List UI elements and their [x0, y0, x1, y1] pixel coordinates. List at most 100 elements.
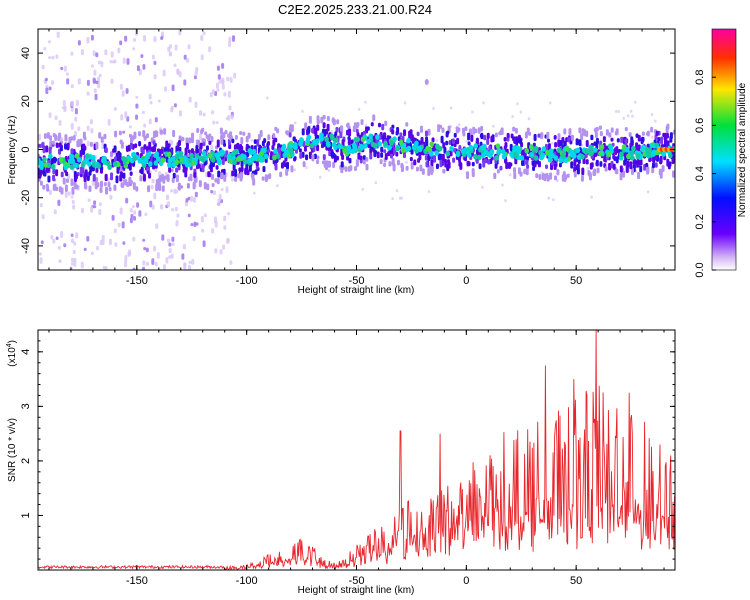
spectrogram-band-point	[663, 132, 667, 141]
spectrogram-scatter-point	[216, 65, 220, 71]
spectrogram-scatter-point	[171, 84, 175, 92]
spectrogram-scatter-point	[87, 198, 91, 202]
spectrogram-ridge-point	[592, 147, 598, 153]
spectrogram-band-point	[563, 128, 567, 135]
spectrogram-band-point	[208, 133, 212, 138]
spectrogram-band-point	[554, 175, 558, 181]
spectrogram-band-point	[410, 134, 414, 141]
spectrogram-band-point	[223, 174, 227, 182]
spectrogram-band-point	[247, 132, 251, 139]
spectrogram-scatter-point	[128, 125, 132, 129]
spectrogram-band-point	[425, 161, 429, 168]
spectrogram-band-point	[89, 141, 93, 147]
spectrogram-scatter-point	[54, 115, 58, 121]
spectrogram-ridge-point	[468, 144, 474, 151]
spectrogram-band-point	[79, 138, 83, 145]
spectrogram-ridge-point	[312, 139, 317, 145]
figure-title: C2E2.2025.233.21.00.R24	[278, 2, 432, 17]
spectrogram-band-point	[82, 148, 86, 156]
spectrogram-band-point	[499, 165, 503, 171]
spectrogram-scatter-point	[151, 178, 155, 184]
spectrogram-band-point	[630, 136, 634, 144]
spectrogram-band-point	[210, 135, 214, 143]
spectrogram-ridge-point	[631, 145, 636, 152]
spectrogram-band-point	[117, 150, 121, 155]
spectrogram-band-point	[58, 186, 62, 193]
spectrogram-scatter-point	[508, 173, 512, 177]
spectrogram-scatter-point	[173, 63, 177, 67]
spectrogram-ridge-point	[217, 159, 222, 165]
spectrogram-scatter-point	[276, 184, 279, 188]
spectrogram-scatter-point	[113, 59, 117, 64]
spectrogram-band-point	[441, 153, 445, 160]
spectrogram-band-point	[70, 148, 74, 154]
spectrogram-band-point	[590, 134, 594, 141]
spectrogram-band-point	[157, 177, 161, 185]
spectrogram-scatter-point	[41, 64, 45, 70]
spectrogram-scatter-point	[148, 93, 152, 100]
spectrogram-band-point	[444, 160, 448, 168]
spectrogram-scatter-point	[38, 133, 42, 141]
spectrogram-band-point	[146, 133, 150, 139]
spectrogram-band-point	[79, 166, 83, 175]
spectrogram-ridge-point	[253, 154, 259, 161]
spectrogram-scatter-point	[91, 64, 95, 68]
spectrogram-band-point	[88, 185, 92, 192]
spectrogram-band-point	[400, 162, 404, 169]
spectrogram-ridge-point	[608, 145, 614, 151]
snr-scale-label: (x104)	[6, 340, 18, 367]
spectrogram-scatter-point	[63, 243, 67, 248]
spectrogram-band-point	[669, 135, 673, 143]
spectrogram-scatter-point	[70, 100, 74, 107]
spectrogram-band-point	[344, 166, 348, 172]
spectrogram-band-point	[143, 144, 147, 150]
spectrogram-ridge-point	[400, 147, 406, 154]
spectrogram-ridge-point	[647, 147, 652, 153]
spectrogram-ridge-point	[589, 150, 595, 156]
spectrogram-scatter-point	[552, 198, 555, 202]
spectrogram-scatter-point	[327, 169, 331, 173]
spectrogram-scatter-point	[124, 260, 128, 268]
spectrogram-band-point	[289, 124, 293, 129]
spectrogram-scatter-point	[50, 235, 54, 240]
spectrogram-scatter-point	[130, 213, 134, 218]
spectrogram-band-point	[128, 133, 132, 138]
spectrogram-band-point	[521, 160, 525, 166]
spectrogram-scatter-point	[527, 117, 531, 121]
spectrogram-scatter-point	[90, 34, 94, 41]
spectrogram-scatter-point	[122, 241, 126, 245]
spectrogram-scatter-point	[161, 234, 165, 241]
spectrogram-band-point	[355, 128, 359, 134]
spectrogram-band-point	[377, 122, 381, 128]
spectrogram-xtick-label: 0	[463, 275, 469, 287]
spectrogram-band-point	[418, 154, 422, 161]
spectrogram-band-point	[47, 175, 51, 183]
spectrogram-scatter-point	[654, 119, 657, 123]
spectrogram-scatter-point	[155, 223, 159, 229]
spectrogram-scatter-point	[357, 107, 361, 111]
spectrogram-scatter-point	[427, 190, 431, 194]
spectrogram-ridge-point	[69, 164, 75, 170]
spectrogram-scatter-point	[194, 191, 198, 198]
spectrogram-scatter-point	[55, 54, 59, 59]
spectrogram-band-point	[483, 134, 487, 141]
snr-ytick-label: 3	[20, 403, 32, 409]
spectrogram-band-point	[671, 157, 675, 165]
spectrogram-scatter-point	[266, 96, 269, 100]
spectrogram-band-point	[616, 138, 620, 143]
spectrogram-band-point	[440, 135, 444, 144]
spectrogram-scatter-point	[53, 209, 57, 215]
spectrogram-band-point	[166, 174, 170, 181]
spectrogram-band-point	[234, 175, 238, 182]
spectrogram-band-point	[48, 147, 52, 155]
spectrogram-scatter-point	[80, 207, 84, 214]
spectrogram-band-point	[311, 127, 315, 134]
spectrogram-band-point	[70, 178, 74, 186]
spectrogram-ridge-point	[122, 156, 128, 163]
spectrogram-band-point	[52, 184, 56, 191]
spectrogram-band-point	[651, 162, 655, 169]
spectrogram-scatter-point	[167, 46, 171, 52]
spectrogram-band-point	[217, 170, 221, 178]
spectrogram-band-point	[612, 163, 616, 170]
spectrogram-band-point	[466, 160, 470, 167]
